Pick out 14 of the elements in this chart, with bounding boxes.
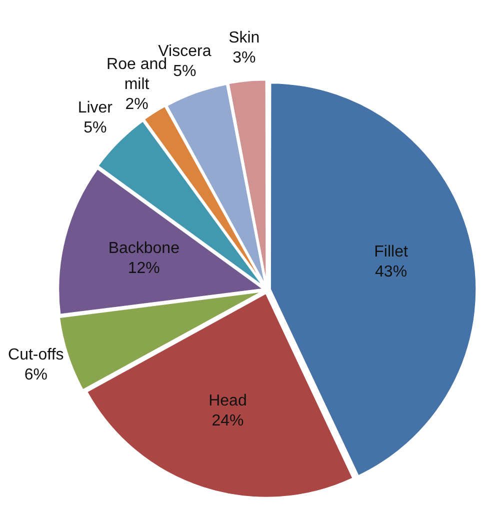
slice-label: Skin xyxy=(228,29,260,46)
slice-label: Backbone xyxy=(108,240,180,257)
slice-label: Fillet xyxy=(374,244,408,261)
slice-label: Liver xyxy=(78,100,114,117)
data-label: 43% xyxy=(375,264,408,281)
slice-label: Head xyxy=(208,392,247,410)
data-label: 6% xyxy=(24,366,48,384)
data-label: 3% xyxy=(232,49,256,66)
data-label: 5% xyxy=(173,62,196,80)
data-label: 5% xyxy=(84,120,107,137)
data-label: 2% xyxy=(125,96,148,114)
data-label: 12% xyxy=(128,260,160,277)
slice-label: Cut-offs xyxy=(8,346,64,364)
data-label: 24% xyxy=(212,412,244,430)
